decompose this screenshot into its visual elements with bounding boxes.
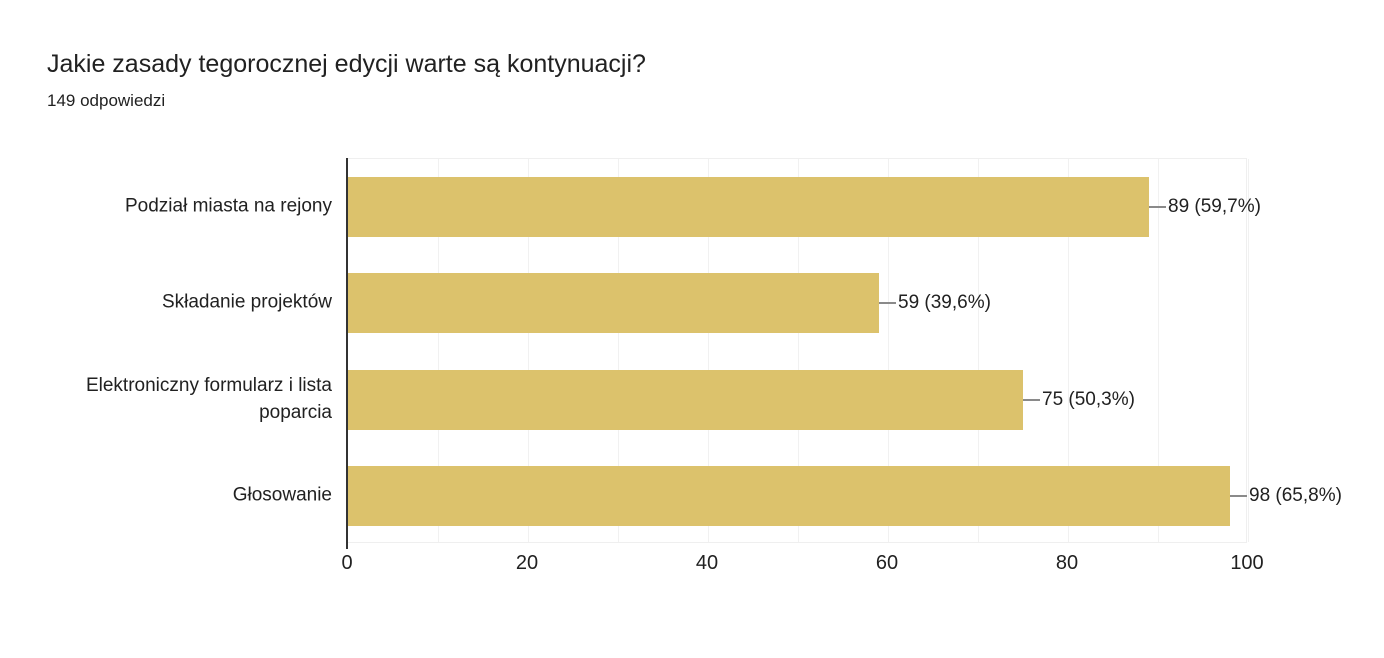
category-label: Głosowanie: [232, 484, 332, 506]
x-axis: 0 20 40 60 80 100: [341, 552, 1263, 582]
response-count: 149 odpowiedzi: [47, 91, 166, 110]
value-connector: [1149, 206, 1166, 209]
x-tick-label: 100: [1230, 552, 1264, 574]
gridline: [618, 159, 619, 542]
bar-row: 75 (50,3%): [348, 369, 1246, 430]
bar-row: 59 (39,6%): [348, 273, 1246, 334]
bar-row: 89 (59,7%): [348, 177, 1261, 238]
bar: [348, 465, 1230, 526]
x-tick-label: 80: [1055, 552, 1079, 574]
plot-area: 89 (59,7%) 59 (39,6%) 75 (50,3%) 98 (65,8%): [347, 158, 1342, 543]
category-label: Elektroniczny formularz i lista poparcia: [85, 374, 332, 423]
y-axis-line: [346, 158, 348, 549]
value-label: 89 (59,7%): [1168, 196, 1261, 218]
bar: [348, 369, 1023, 430]
category-label: Podział miasta na rejony: [125, 195, 332, 217]
bar: [348, 273, 879, 334]
gridline: [1248, 159, 1249, 542]
gridline: [888, 159, 889, 542]
bar-row: 98 (65,8%): [348, 465, 1342, 526]
gridline: [978, 159, 979, 542]
gridline: [708, 159, 709, 542]
category-label: Składanie projektów: [161, 291, 332, 313]
x-tick-label: 0: [341, 552, 353, 574]
value-label: 59 (39,6%): [898, 292, 991, 314]
value-label: 75 (50,3%): [1042, 388, 1135, 410]
gridline: [438, 159, 439, 542]
gridline: [528, 159, 529, 542]
gridline: [798, 159, 799, 542]
gridline: [1158, 159, 1159, 542]
page-title: Jakie zasady tegorocznej edycji warte są…: [47, 50, 646, 78]
bar: [348, 177, 1149, 238]
x-tick-label: 40: [695, 552, 719, 574]
value-connector: [1230, 494, 1247, 497]
value-connector: [1023, 398, 1040, 401]
x-tick-label: 60: [875, 552, 899, 574]
gridline: [1068, 159, 1069, 542]
value-connector: [879, 302, 896, 305]
x-tick-label: 20: [515, 552, 539, 574]
value-label: 98 (65,8%): [1249, 484, 1342, 506]
